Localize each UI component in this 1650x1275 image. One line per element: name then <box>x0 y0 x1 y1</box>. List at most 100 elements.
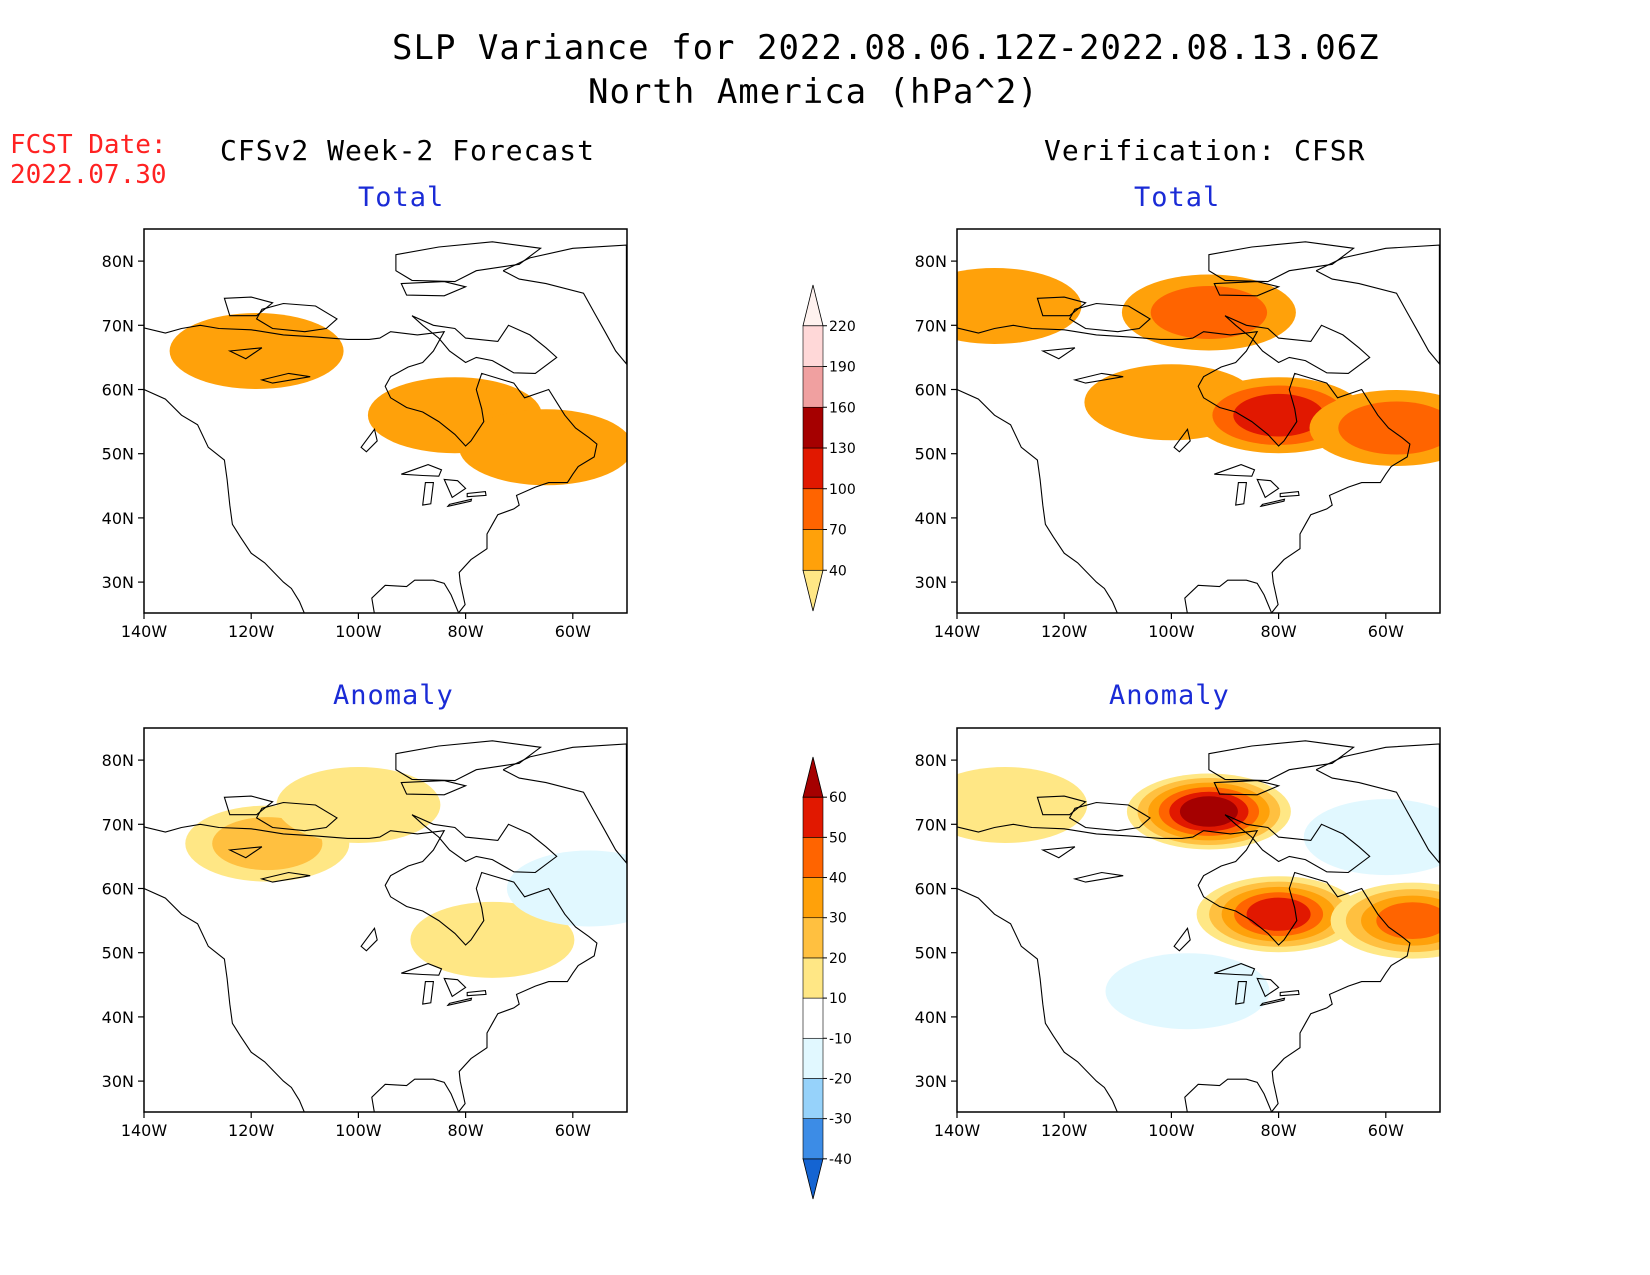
lake-outline-5 <box>360 428 378 453</box>
anomaly-colorbar-label: -30 <box>829 1112 852 1128</box>
coastline-greenland <box>502 244 627 366</box>
total-colorbar-segment <box>802 488 824 530</box>
verification-anomaly-coastlines <box>957 740 1440 1112</box>
coastline-mainland <box>957 324 1411 613</box>
panel-title-forecast-anomaly: Anomaly <box>333 680 454 711</box>
verification-anomaly-feature-0-level-0 <box>957 767 1088 843</box>
lat-tick-label: 80N <box>915 252 947 271</box>
fcst-date-value: 2022.07.30 <box>10 160 167 190</box>
lake-outline-1 <box>422 482 435 506</box>
lon-tick-label: 140W <box>934 622 981 641</box>
total-colorbar-segment <box>802 447 824 490</box>
forecast-total-feature-2-level-0 <box>459 409 627 486</box>
anomaly-colorbar-segment <box>802 957 824 999</box>
coastline-ellesmere-island <box>1208 740 1356 782</box>
coastline-banks-island <box>1036 795 1087 816</box>
coastline-baffin-island <box>1224 814 1371 874</box>
anomaly-colorbar-label: 20 <box>829 951 847 967</box>
lon-tick-label: 80W <box>1261 1121 1297 1140</box>
total-colorbar-segment <box>802 366 824 408</box>
panel-title-forecast-total: Total <box>358 182 445 213</box>
total-colorbar-label: 100 <box>829 482 856 498</box>
coastline-mainland <box>957 823 1411 1112</box>
lat-tick-label: 40N <box>915 1008 947 1027</box>
main-title: SLP Variance for 2022.08.06.12Z-2022.08.… <box>392 28 1380 68</box>
lon-tick-label: 140W <box>934 1121 981 1140</box>
verification-anomaly-feature-5-level-0 <box>1105 953 1270 1030</box>
lat-tick-label: 50N <box>915 445 947 464</box>
lat-tick-label: 40N <box>102 509 134 528</box>
anomaly-colorbar-segment <box>802 1118 824 1160</box>
lake-outline-3 <box>446 498 473 508</box>
coastline-victoria-island <box>1068 801 1151 832</box>
lon-tick-label: 120W <box>1041 1121 1088 1140</box>
lon-tick-label: 140W <box>121 1121 168 1140</box>
lake-outline-6 <box>1040 347 1076 360</box>
lat-tick-label: 60N <box>102 381 134 400</box>
lake-outline-3 <box>1259 997 1286 1007</box>
lake-outline-2 <box>443 478 467 499</box>
coastline-devon-island <box>400 780 468 796</box>
total-colorbar-segment <box>802 569 824 612</box>
anomaly-colorbar-label: 40 <box>829 871 847 887</box>
lake-outline-7 <box>259 871 311 883</box>
verification-anomaly-panel <box>957 728 1440 1112</box>
lat-tick-label: 40N <box>915 509 947 528</box>
coastline-ellesmere-island <box>395 241 543 283</box>
coastline-baffin-island <box>1224 315 1371 374</box>
forecast-anomaly-feature-3-level-0 <box>506 850 627 927</box>
lat-tick-label: 50N <box>915 944 947 963</box>
total-colorbar-label: 220 <box>829 319 856 335</box>
lake-outline-4 <box>466 490 487 498</box>
total-colorbar: 40 70 100 130 160 190 220 <box>802 284 856 612</box>
lake-outline-2 <box>1256 478 1280 499</box>
lat-tick-label: 40N <box>102 1008 134 1027</box>
lake-outline-0 <box>401 963 443 976</box>
lon-tick-label: 100W <box>1148 622 1195 641</box>
lake-outline-6 <box>227 846 263 859</box>
forecast-total-panel <box>144 229 627 613</box>
coastline-victoria-island <box>255 302 338 333</box>
lon-tick-label: 80W <box>448 1121 484 1140</box>
lake-outline-2 <box>443 977 467 998</box>
lake-outline-6 <box>227 347 263 360</box>
verification-total-feature-4-level-1 <box>1338 401 1440 455</box>
lat-tick-label: 70N <box>102 316 134 335</box>
coastline-devon-island <box>1213 780 1281 796</box>
coastline-greenland <box>502 743 627 865</box>
lon-tick-label: 60W <box>555 622 591 641</box>
coastline-devon-island <box>1213 281 1281 297</box>
lon-tick-label: 100W <box>1148 1121 1195 1140</box>
anomaly-colorbar-segment <box>802 1078 824 1119</box>
lake-outline-7 <box>1072 871 1124 883</box>
anomaly-colorbar-label: -20 <box>829 1071 852 1087</box>
verification-total-coastlines <box>957 241 1440 613</box>
lat-tick-label: 30N <box>915 1072 947 1091</box>
lake-outline-5 <box>360 927 378 952</box>
verification-anomaly-feature-3-level-3 <box>1376 902 1440 939</box>
total-colorbar-segment <box>802 406 824 449</box>
coastline-mainland <box>144 823 598 1112</box>
coastline-banks-island <box>1036 296 1087 317</box>
anomaly-colorbar-label: -40 <box>829 1152 852 1168</box>
total-colorbar-label: 40 <box>829 563 847 579</box>
anomaly-colorbar-label: 50 <box>829 830 847 846</box>
lake-outline-1 <box>1235 981 1248 1005</box>
anomaly-colorbar-segment <box>802 756 824 798</box>
lake-outline-1 <box>1235 482 1248 506</box>
forecast-anomaly-panel <box>144 728 627 1112</box>
coastline-mainland <box>144 324 598 613</box>
coastline-banks-island <box>223 296 274 317</box>
lake-outline-1 <box>422 981 435 1005</box>
lat-tick-label: 80N <box>915 751 947 770</box>
lat-tick-label: 30N <box>102 573 134 592</box>
lon-tick-label: 120W <box>1041 622 1088 641</box>
lat-tick-label: 60N <box>102 880 134 899</box>
anomaly-colorbar-segment <box>802 1037 824 1079</box>
coastline-banks-island <box>223 795 274 816</box>
lake-outline-6 <box>1040 846 1076 859</box>
verification-total-frame <box>956 228 1441 614</box>
lake-outline-0 <box>1214 464 1256 477</box>
total-colorbar-label: 130 <box>829 441 856 457</box>
lon-tick-label: 60W <box>1368 622 1404 641</box>
